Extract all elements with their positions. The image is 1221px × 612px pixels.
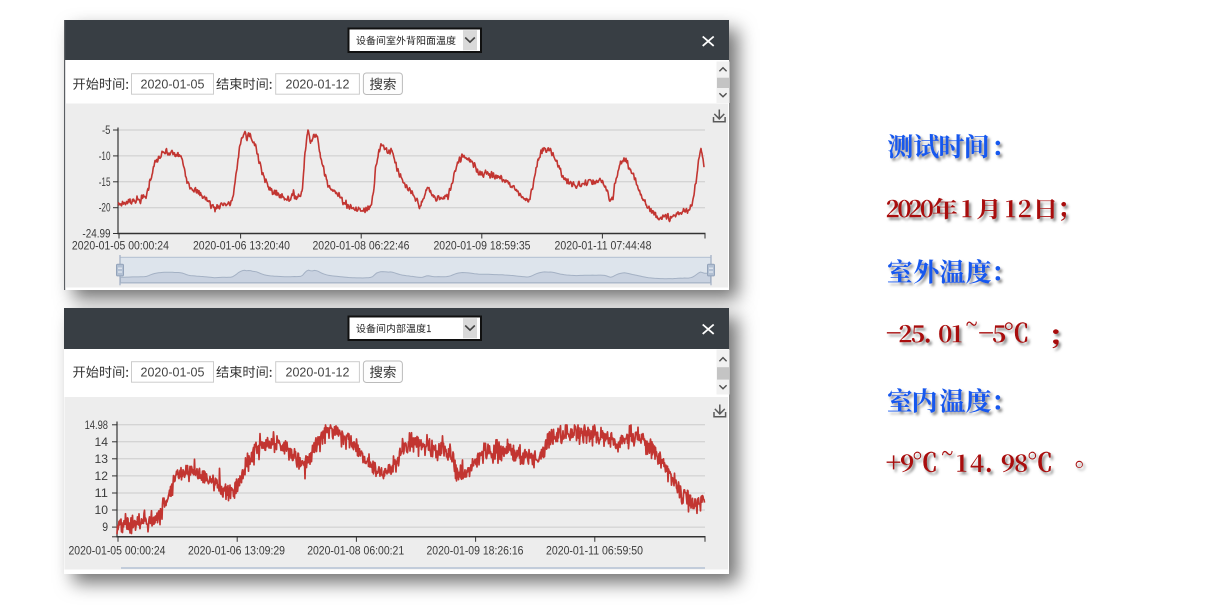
svg-text:-10: -10 — [99, 151, 111, 163]
svg-text:2020-01-11 06:59:50: 2020-01-11 06:59:50 — [546, 543, 643, 557]
svg-text:-20: -20 — [99, 203, 111, 215]
svg-text:2020-01-09 18:59:35: 2020-01-09 18:59:35 — [434, 239, 531, 253]
svg-text:2020-01-08 06:00:21: 2020-01-08 06:00:21 — [307, 543, 404, 557]
svg-text:2020-01-09 18:26:16: 2020-01-09 18:26:16 — [427, 543, 524, 557]
svg-text:13: 13 — [95, 454, 109, 466]
svg-text:-24.99: -24.99 — [82, 229, 110, 241]
svg-text:2020-01-12: 2020-01-12 — [286, 78, 350, 92]
svg-text:2020-01-12: 2020-01-12 — [286, 366, 350, 380]
svg-text:2020-01-06 13:20:40: 2020-01-06 13:20:40 — [193, 239, 290, 253]
svg-text:9: 9 — [102, 522, 108, 534]
svg-text:2020-01-06 13:09:29: 2020-01-06 13:09:29 — [188, 543, 285, 557]
svg-text:-5: -5 — [102, 125, 111, 137]
svg-text:2020-01-08 06:22:46: 2020-01-08 06:22:46 — [313, 239, 410, 253]
svg-text:14.98: 14.98 — [85, 420, 108, 432]
svg-text:2020-01-05 00:00:24: 2020-01-05 00:00:24 — [69, 543, 166, 557]
svg-text:12: 12 — [95, 471, 109, 483]
svg-text:2020-01-11 07:44:48: 2020-01-11 07:44:48 — [555, 239, 652, 253]
svg-text:11: 11 — [95, 488, 109, 500]
svg-text:-15: -15 — [99, 177, 111, 189]
svg-text:2020-01-05 00:00:24: 2020-01-05 00:00:24 — [72, 239, 169, 253]
svg-text:14: 14 — [95, 437, 109, 449]
svg-text:2020-01-05: 2020-01-05 — [141, 78, 205, 92]
svg-text:10: 10 — [95, 505, 109, 517]
svg-text:2020-01-05: 2020-01-05 — [141, 366, 205, 380]
